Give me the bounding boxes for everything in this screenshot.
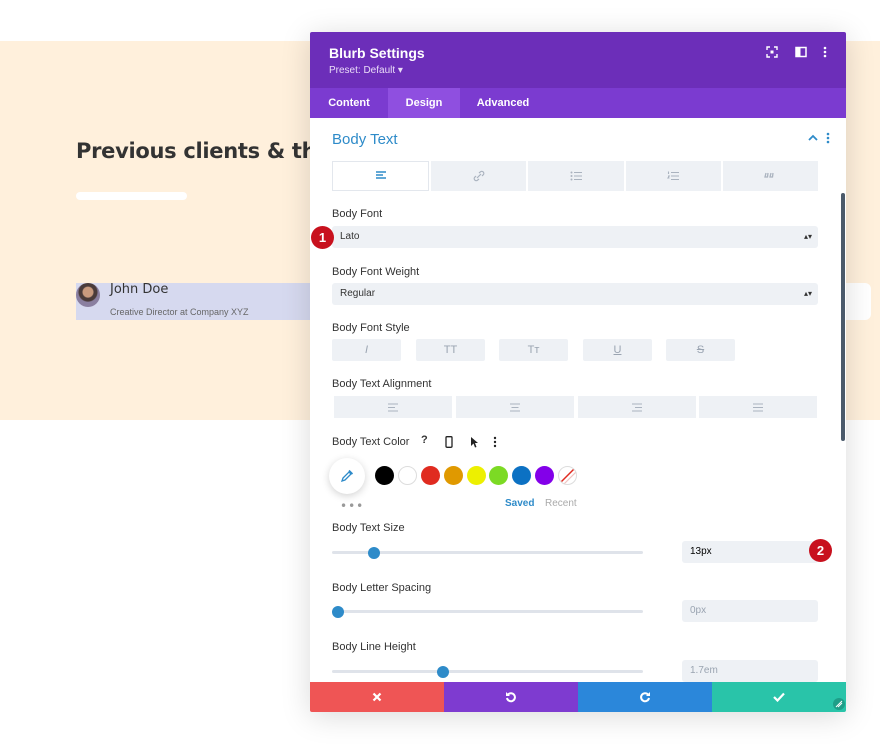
close-icon: [372, 692, 382, 702]
body-font-weight-value: Regular: [340, 288, 376, 299]
line-height-input[interactable]: 1.7em: [682, 660, 818, 682]
body-text-alignment-label: Body Text Alignment: [332, 378, 432, 390]
tab-content[interactable]: Content: [328, 97, 370, 109]
help-icon[interactable]: ?: [421, 434, 428, 446]
checkmark-icon: [773, 692, 785, 702]
align-justify-icon[interactable]: [699, 396, 817, 418]
ordered-list-icon[interactable]: [625, 161, 721, 191]
swatch-red[interactable]: [421, 466, 440, 485]
swatch-orange[interactable]: [444, 466, 463, 485]
uppercase-button[interactable]: TT: [416, 339, 485, 361]
more-colors-icon[interactable]: •••: [340, 499, 365, 513]
redo-button[interactable]: [578, 682, 712, 712]
hero-divider: [76, 192, 187, 200]
save-button[interactable]: [712, 682, 846, 712]
tab-design[interactable]: Design: [388, 88, 460, 118]
recent-colors-tab[interactable]: Recent: [545, 498, 577, 509]
client-role: Creative Director at Company XYZ: [110, 307, 249, 317]
swatch-purple[interactable]: [535, 466, 554, 485]
cancel-button[interactable]: [310, 682, 444, 712]
redo-icon: [640, 692, 650, 703]
paragraph-icon[interactable]: [332, 161, 430, 191]
modal-footer: [310, 682, 846, 712]
strikethrough-button[interactable]: S: [666, 339, 735, 361]
line-height-slider[interactable]: [332, 670, 643, 673]
modal-scrollbar[interactable]: [841, 193, 845, 441]
body-font-weight-label: Body Font Weight: [332, 266, 420, 278]
swatch-white[interactable]: [398, 466, 417, 485]
cursor-icon[interactable]: [470, 436, 479, 451]
client-card-edge: [846, 283, 871, 320]
swatch-blue[interactable]: [512, 466, 531, 485]
client-card[interactable]: [76, 283, 316, 320]
letter-spacing-input[interactable]: 0px: [682, 600, 818, 622]
expand-icon[interactable]: [765, 45, 779, 59]
body-font-label: Body Font: [332, 208, 383, 220]
modal-header: Blurb Settings Preset: Default ▾: [310, 32, 846, 88]
body-font-style-label: Body Font Style: [332, 322, 410, 334]
align-center-icon[interactable]: [456, 396, 574, 418]
section-title[interactable]: Body Text: [332, 131, 398, 148]
swatch-yellow[interactable]: [467, 466, 486, 485]
split-view-icon[interactable]: [794, 45, 808, 59]
select-arrows-icon: ▴▾: [803, 289, 812, 298]
color-options-menu-icon[interactable]: [492, 436, 498, 451]
letter-spacing-slider-thumb[interactable]: [332, 606, 344, 618]
blurb-settings-modal: Blurb Settings Preset: Default ▾ Content…: [310, 32, 846, 712]
resize-handle-icon[interactable]: [833, 698, 845, 710]
body-letter-spacing-label: Body Letter Spacing: [332, 582, 432, 594]
unordered-list-icon[interactable]: [528, 161, 624, 191]
section-menu-icon[interactable]: [824, 132, 832, 147]
eyedropper-icon[interactable]: [329, 458, 365, 494]
text-size-input[interactable]: 13px: [682, 541, 818, 563]
undo-icon: [506, 692, 516, 703]
callout-badge-1: 1: [311, 226, 334, 249]
swatch-green[interactable]: [489, 466, 508, 485]
modal-title: Blurb Settings: [329, 45, 425, 61]
body-text-size-label: Body Text Size: [332, 522, 405, 534]
chevron-up-icon[interactable]: [807, 132, 819, 147]
underline-button[interactable]: U: [583, 339, 652, 361]
text-type-tabs: [332, 161, 819, 191]
align-left-icon[interactable]: [334, 396, 452, 418]
capitalize-button[interactable]: Tт: [499, 339, 568, 361]
body-text-color-label: Body Text Color: [332, 436, 410, 448]
select-arrows-icon: ▴▾: [803, 232, 812, 241]
saved-colors-tab[interactable]: Saved: [505, 498, 535, 509]
undo-button[interactable]: [444, 682, 578, 712]
preset-selector[interactable]: Preset: Default ▾: [329, 65, 403, 76]
swatch-black[interactable]: [375, 466, 394, 485]
more-vertical-icon[interactable]: [818, 45, 832, 59]
link-icon[interactable]: [431, 161, 527, 191]
hero-heading: Previous clients & the: [76, 139, 331, 163]
line-height-slider-thumb[interactable]: [437, 666, 449, 678]
letter-spacing-slider[interactable]: [332, 610, 643, 613]
body-font-value: Lato: [340, 231, 360, 242]
body-font-weight-select[interactable]: Regular ▴▾: [332, 283, 818, 305]
align-right-icon[interactable]: [578, 396, 696, 418]
modal-tabs: Content Design Advanced: [310, 88, 846, 118]
text-size-slider[interactable]: [332, 551, 643, 554]
text-size-slider-thumb[interactable]: [368, 547, 380, 559]
body-font-select[interactable]: Lato ▴▾: [332, 226, 818, 248]
avatar: [76, 283, 100, 307]
client-name: John Doe: [110, 282, 169, 297]
italic-button[interactable]: I: [332, 339, 401, 361]
mobile-icon[interactable]: [445, 436, 453, 451]
no-color-swatch-icon[interactable]: [558, 466, 577, 485]
quote-icon[interactable]: [722, 161, 819, 191]
callout-badge-2: 2: [809, 539, 832, 562]
body-line-height-label: Body Line Height: [332, 641, 416, 653]
tab-advanced[interactable]: Advanced: [476, 97, 530, 109]
